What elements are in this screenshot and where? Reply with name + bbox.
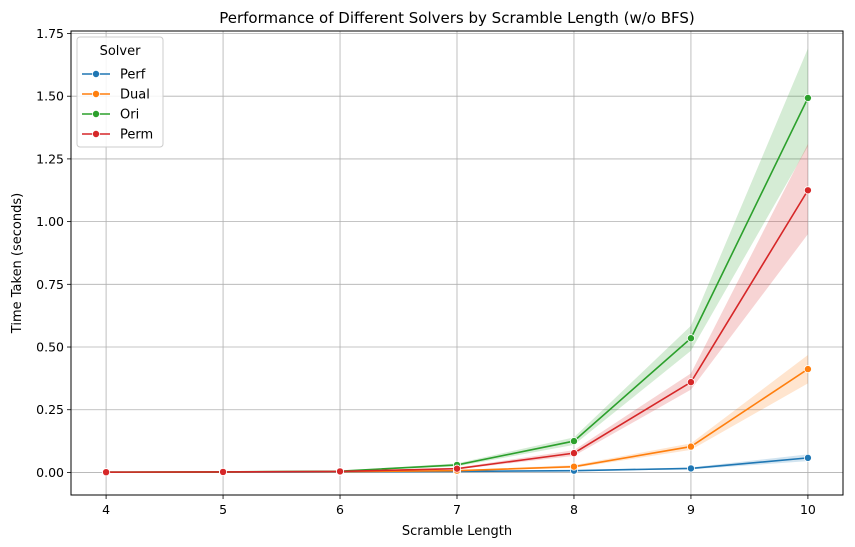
legend-swatch-marker <box>92 129 101 138</box>
y-tick-label: 1.00 <box>36 214 64 229</box>
ori-data-point <box>569 437 578 446</box>
x-tick-label: 5 <box>219 502 227 517</box>
dual-data-point <box>686 442 695 451</box>
perm-data-point <box>102 468 111 477</box>
perm-data-point <box>569 449 578 458</box>
legend-item-perm: Perm <box>82 128 153 143</box>
legend-items: Perf Dual Ori Perm <box>82 68 153 143</box>
legend-label: Ori <box>120 108 139 123</box>
perm-data-point <box>686 378 695 387</box>
legend-label: Perf <box>120 68 146 83</box>
legend-box <box>76 36 164 148</box>
series-markers <box>102 93 812 477</box>
x-axis-label: Scramble Length <box>402 524 512 539</box>
x-tick-label: 7 <box>453 502 461 517</box>
ori-data-point <box>803 93 812 102</box>
perm-data-point <box>336 467 345 476</box>
legend-label: Dual <box>120 88 150 103</box>
y-tick-label: 1.50 <box>36 89 64 104</box>
legend-item-dual: Dual <box>82 88 150 103</box>
x-axis-ticks: 4 5 6 7 8 9 10 <box>102 495 816 517</box>
legend-swatch-marker <box>92 90 101 99</box>
ori-data-point <box>686 334 695 343</box>
perm-data-point <box>219 467 228 476</box>
x-tick-label: 4 <box>102 502 110 517</box>
perm-data-point <box>452 464 461 473</box>
perf-data-point <box>803 453 812 462</box>
y-tick-label: 0.00 <box>36 465 64 480</box>
dual-data-point <box>803 365 812 374</box>
legend-swatch-marker <box>92 110 101 119</box>
y-tick-label: 1.75 <box>36 26 64 41</box>
y-axis-ticks: 0.00 0.25 0.50 0.75 1.00 1.25 1.50 1.75 <box>36 26 71 480</box>
y-tick-label: 0.75 <box>36 277 64 292</box>
y-tick-label: 0.25 <box>36 402 64 417</box>
legend: Solver Perf Dual Ori Perm <box>76 36 164 148</box>
x-tick-label: 9 <box>687 502 695 517</box>
x-tick-label: 6 <box>336 502 344 517</box>
y-axis-label: Time Taken (seconds) <box>10 193 25 334</box>
y-tick-label: 1.25 <box>36 151 64 166</box>
legend-title: Solver <box>100 44 142 59</box>
chart-title: Performance of Different Solvers by Scra… <box>219 9 695 27</box>
perf-data-point <box>686 464 695 473</box>
perm-data-point <box>803 186 812 195</box>
x-tick-label: 10 <box>800 502 816 517</box>
legend-item-ori: Ori <box>82 108 139 123</box>
x-tick-label: 8 <box>570 502 578 517</box>
legend-item-perf: Perf <box>82 68 146 83</box>
dual-data-point <box>569 462 578 471</box>
legend-swatch-marker <box>92 70 101 79</box>
y-tick-label: 0.50 <box>36 340 64 355</box>
legend-label: Perm <box>120 128 153 143</box>
